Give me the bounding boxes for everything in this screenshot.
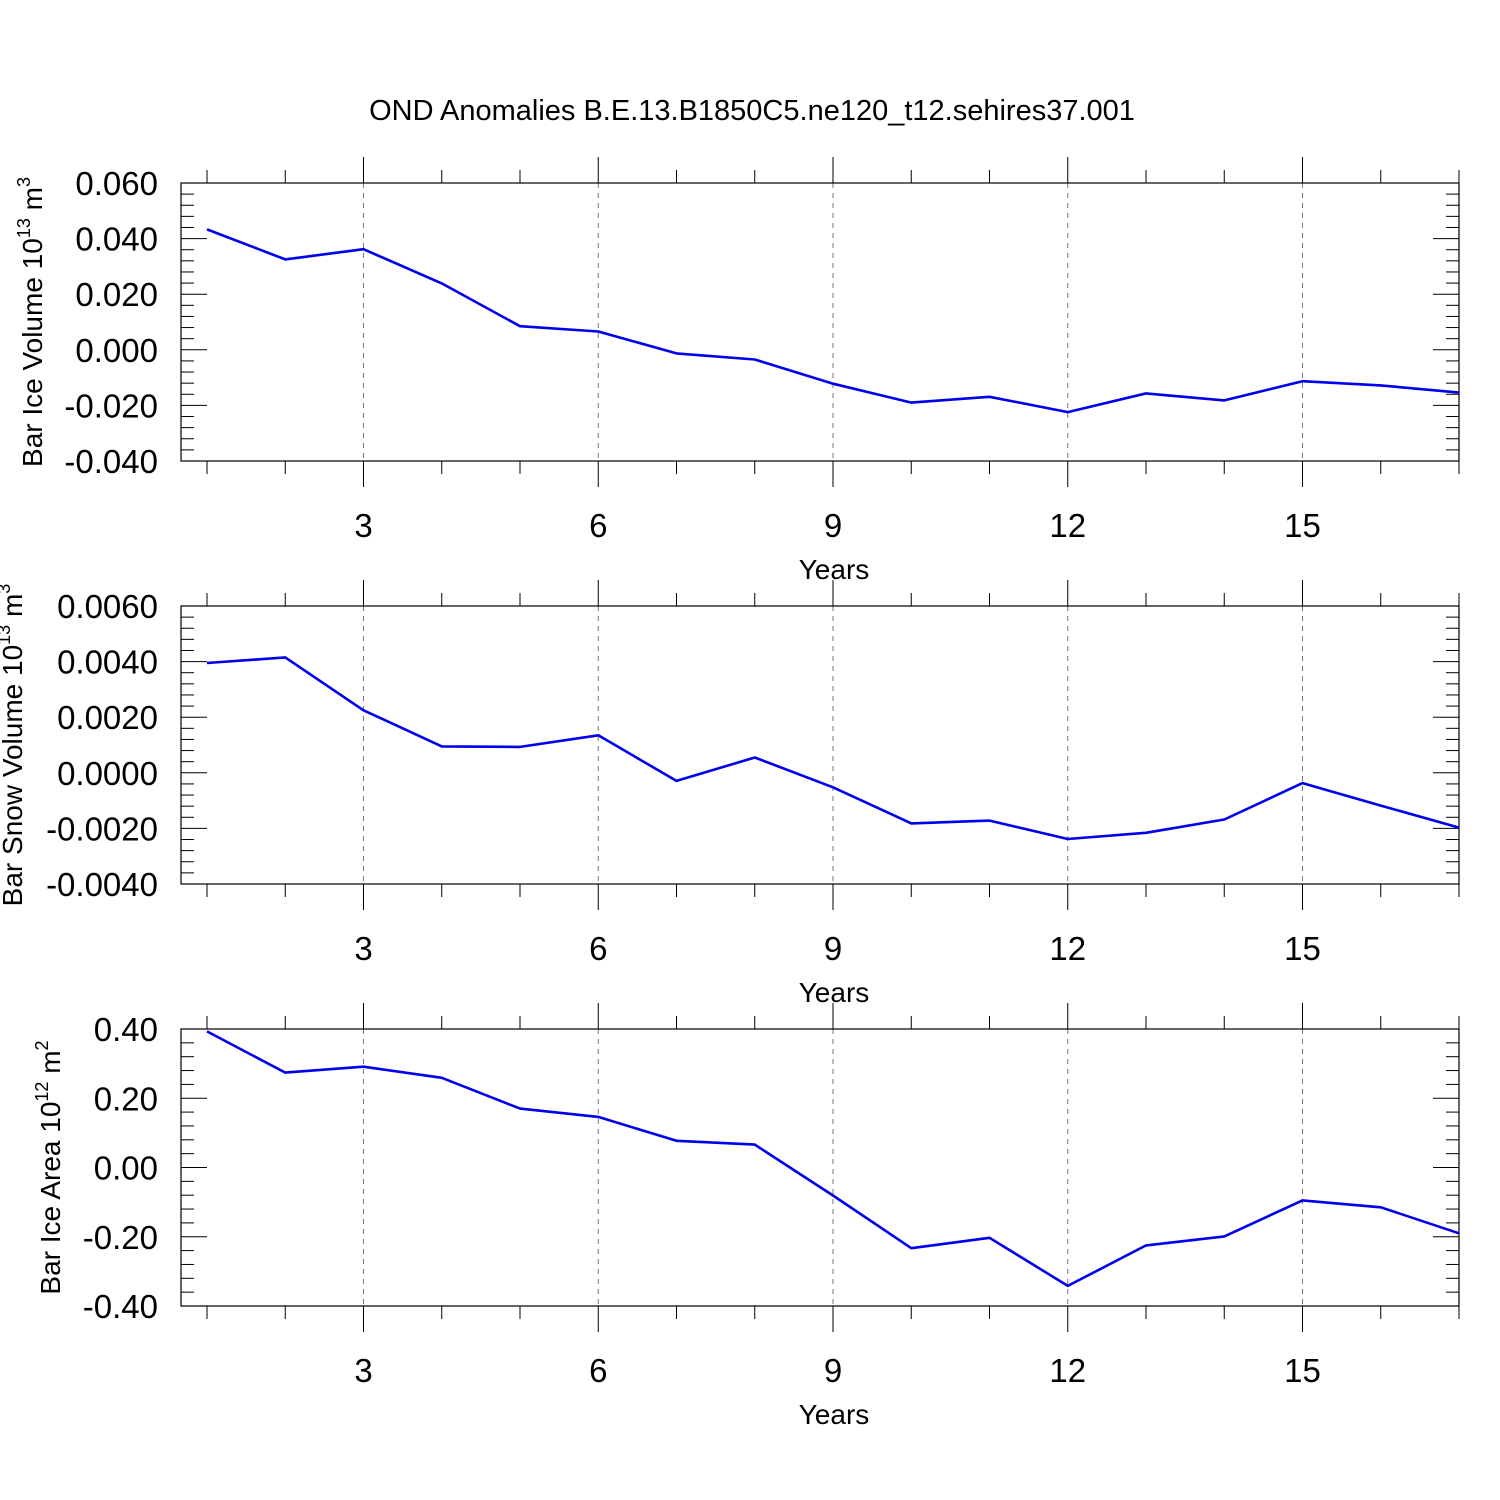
panels: 3 6 9 12 15 -0.040 -0.020 0.000 0.020 0.040 0.060 Y… <box>0 157 1460 1430</box>
y-axis-label-unit-sup: 3 <box>14 177 34 187</box>
y-tick-label: -0.040 <box>64 443 158 480</box>
y-axis-label-unit: m <box>0 594 28 625</box>
x-axis-label: Years <box>799 977 870 1008</box>
x-tick-label: 9 <box>824 1352 842 1389</box>
y-axis-label-unit-sup: 3 <box>0 584 14 594</box>
x-tick-label: 3 <box>354 507 372 544</box>
panel-2: 3 6 9 12 15 -0.0040 -0.0020 0.0000 0.0020 0.0040 0… <box>0 580 1460 1008</box>
y-axis-label-sup: 12 <box>32 1082 52 1102</box>
x-tick-label: 15 <box>1284 507 1321 544</box>
y-tick-label: 0.020 <box>75 276 158 313</box>
y-tick-label: 0.0020 <box>57 699 158 736</box>
y-axis-label-unit-sup: 2 <box>32 1040 52 1050</box>
y-axis-label-sup: 13 <box>0 625 14 645</box>
y-tick-label: 0.0060 <box>57 588 158 625</box>
x-tick-label: 6 <box>589 1352 607 1389</box>
y-tick-label: 0.000 <box>75 332 158 369</box>
plot-frame <box>180 605 1460 885</box>
y-tick-label: -0.020 <box>64 387 158 424</box>
x-axis-label: Years <box>799 554 870 585</box>
y-tick-label: -0.20 <box>83 1219 158 1256</box>
y-tick-label: 0.20 <box>94 1080 158 1117</box>
y-tick-label: 0.40 <box>94 1011 158 1048</box>
x-tick-label: 15 <box>1284 930 1321 967</box>
y-tick-label: 0.00 <box>94 1150 158 1187</box>
panel-3: 3 6 9 12 15 -0.40 -0.20 0.00 0.20 0.40 Years Bar Ic… <box>32 1003 1460 1430</box>
y-tick-label: 0.0000 <box>57 755 158 792</box>
x-axis-label: Years <box>799 1399 870 1430</box>
y-axis-label-main: Bar Snow Volume 10 <box>0 645 28 907</box>
y-axis-label-main: Bar Ice Area 10 <box>35 1102 66 1295</box>
plot-frame <box>180 1028 1460 1307</box>
x-tick-label: 9 <box>824 507 842 544</box>
x-tick-label: 3 <box>354 930 372 967</box>
y-axis-label-unit: m <box>17 187 48 218</box>
y-tick-label: -0.0020 <box>46 810 158 847</box>
y-axis-label-unit: m <box>35 1050 66 1081</box>
y-axis-label-main: Bar Ice Volume 10 <box>17 238 48 467</box>
plot-frame <box>180 182 1460 462</box>
y-axis-label: Bar Ice Area 1012 m2 <box>32 1040 66 1294</box>
y-axis-label-sup: 13 <box>14 218 34 238</box>
x-tick-label: 12 <box>1049 507 1086 544</box>
y-tick-label: 0.0040 <box>57 644 158 681</box>
panel-1: 3 6 9 12 15 -0.040 -0.020 0.000 0.020 0.040 0.060 Y… <box>14 157 1460 585</box>
chart-title: OND Anomalies B.E.13.B1850C5.ne120_t12.s… <box>369 95 1135 127</box>
y-tick-label: -0.0040 <box>46 866 158 903</box>
x-tick-label: 6 <box>589 507 607 544</box>
x-tick-label: 15 <box>1284 1352 1321 1389</box>
x-tick-label: 12 <box>1049 930 1086 967</box>
x-tick-label: 9 <box>824 930 842 967</box>
y-tick-label: 0.060 <box>75 165 158 202</box>
y-axis-label: Bar Ice Volume 1013 m3 <box>14 177 48 467</box>
x-tick-label: 3 <box>354 1352 372 1389</box>
y-axis-label: Bar Snow Volume 1013 m3 <box>0 584 28 907</box>
y-tick-label: -0.40 <box>83 1288 158 1325</box>
y-tick-label: 0.040 <box>75 221 158 258</box>
x-tick-label: 12 <box>1049 1352 1086 1389</box>
x-tick-label: 6 <box>589 930 607 967</box>
